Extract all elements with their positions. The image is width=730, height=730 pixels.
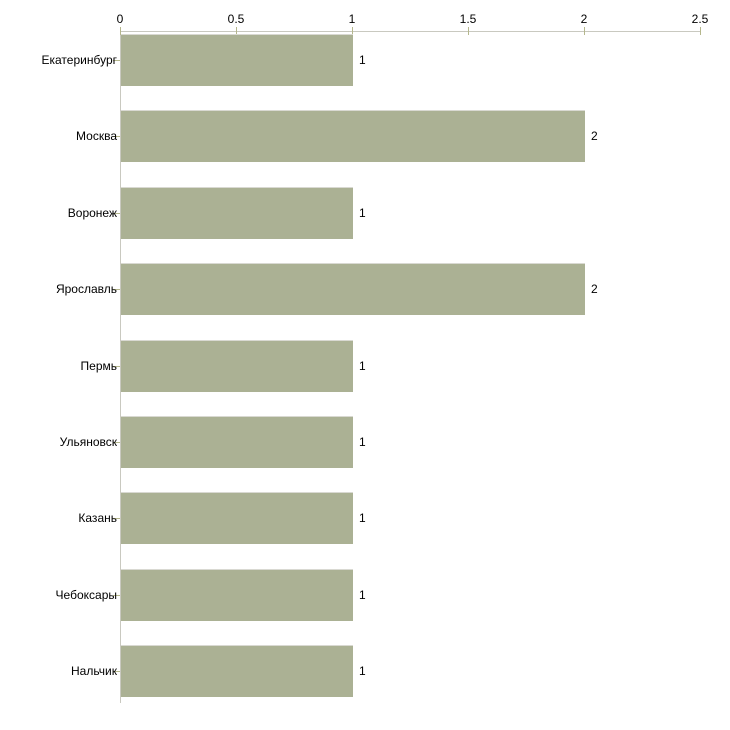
category-label: Ульяновск — [59, 435, 117, 449]
y-axis-line — [120, 31, 121, 703]
category-label: Нальчик — [71, 664, 117, 678]
category-label: Воронеж — [67, 206, 117, 220]
value-label: 1 — [359, 53, 366, 67]
category-label: Екатеринбург — [41, 53, 118, 67]
x-tick — [120, 27, 121, 35]
bar — [121, 110, 585, 162]
x-axis-line — [120, 31, 701, 32]
bar — [121, 416, 353, 468]
x-tick — [352, 27, 353, 35]
bar — [121, 492, 353, 544]
value-label: 1 — [359, 664, 366, 678]
category-label: Пермь — [80, 359, 117, 373]
y-tick — [113, 213, 120, 214]
value-label: 1 — [359, 359, 366, 373]
value-label: 1 — [359, 435, 366, 449]
y-tick — [113, 60, 120, 61]
x-tick-label: 2 — [580, 12, 588, 26]
value-label: 1 — [359, 206, 366, 220]
value-label: 2 — [591, 282, 598, 296]
x-tick-label: 0 — [116, 12, 124, 26]
y-tick — [113, 366, 120, 367]
value-label: 1 — [359, 588, 366, 602]
x-tick-label: 1 — [348, 12, 356, 26]
y-tick — [113, 136, 120, 137]
value-label: 2 — [591, 129, 598, 143]
bar — [121, 187, 353, 239]
x-tick — [700, 27, 701, 35]
category-label: Москва — [76, 129, 117, 143]
bar — [121, 263, 585, 315]
x-tick — [584, 27, 585, 35]
x-tick — [236, 27, 237, 35]
value-label: 1 — [359, 511, 366, 525]
x-tick-label: 2.5 — [691, 12, 709, 26]
category-label: Казань — [78, 511, 117, 525]
bar — [121, 569, 353, 621]
x-tick-label: 0.5 — [227, 12, 245, 26]
y-tick — [113, 671, 120, 672]
category-label: Чебоксары — [55, 588, 117, 602]
bar — [121, 34, 353, 86]
y-tick — [113, 595, 120, 596]
y-tick — [113, 289, 120, 290]
y-tick — [113, 442, 120, 443]
bar — [121, 340, 353, 392]
x-tick-label: 1.5 — [459, 12, 477, 26]
category-label: Ярославль — [55, 282, 117, 296]
y-tick — [113, 518, 120, 519]
x-tick — [468, 27, 469, 35]
bar — [121, 645, 353, 697]
